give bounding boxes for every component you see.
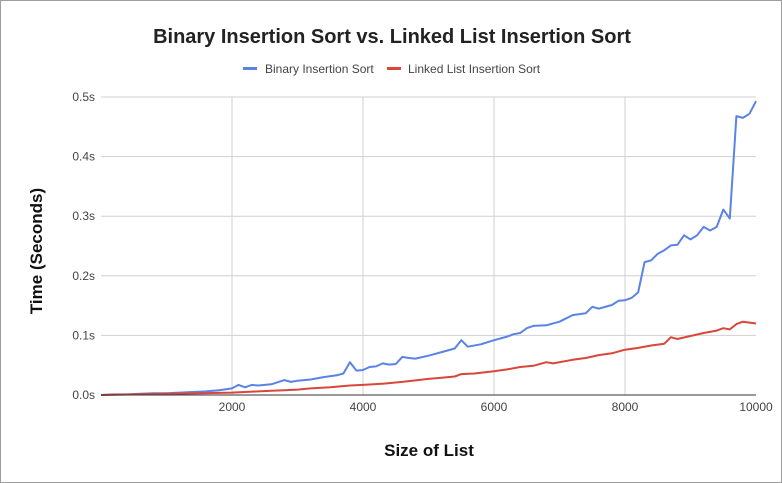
legend-label-linked: Linked List Insertion Sort bbox=[408, 62, 541, 76]
y-axis-title: Time (Seconds) bbox=[27, 188, 46, 314]
x-axis-ticks: 2000 4000 6000 8000 10000 bbox=[219, 400, 773, 414]
gridlines bbox=[101, 96, 756, 395]
series-line-linked bbox=[100, 320, 757, 396]
x-axis-title: Size of List bbox=[384, 441, 474, 460]
y-tick-label: 0.3s bbox=[72, 209, 95, 223]
x-tick-label: 6000 bbox=[481, 400, 508, 414]
legend-item-linked: Linked List Insertion Sort bbox=[387, 62, 541, 76]
y-tick-label: 0.4s bbox=[72, 150, 95, 164]
y-tick-label: 0.1s bbox=[72, 328, 95, 342]
chart-title: Binary Insertion Sort vs. Linked List In… bbox=[153, 26, 631, 48]
series-lines bbox=[100, 100, 757, 396]
legend-marker-linked bbox=[387, 67, 401, 70]
y-tick-label: 0.0s bbox=[72, 388, 95, 402]
legend-label-binary: Binary Insertion Sort bbox=[265, 62, 374, 76]
legend-item-binary: Binary Insertion Sort bbox=[243, 62, 374, 76]
legend-marker-binary bbox=[243, 67, 257, 70]
y-tick-label: 0.5s bbox=[72, 90, 95, 104]
series-line-binary bbox=[100, 100, 757, 396]
x-tick-label: 4000 bbox=[350, 400, 377, 414]
y-tick-label: 0.2s bbox=[72, 269, 95, 283]
legend: Binary Insertion Sort Linked List Insert… bbox=[243, 62, 541, 76]
y-axis-ticks: 0.0s 0.1s 0.2s 0.3s 0.4s 0.5s bbox=[72, 90, 95, 402]
x-tick-label: 8000 bbox=[612, 400, 639, 414]
x-tick-label: 2000 bbox=[219, 400, 246, 414]
x-tick-label: 10000 bbox=[739, 400, 773, 414]
